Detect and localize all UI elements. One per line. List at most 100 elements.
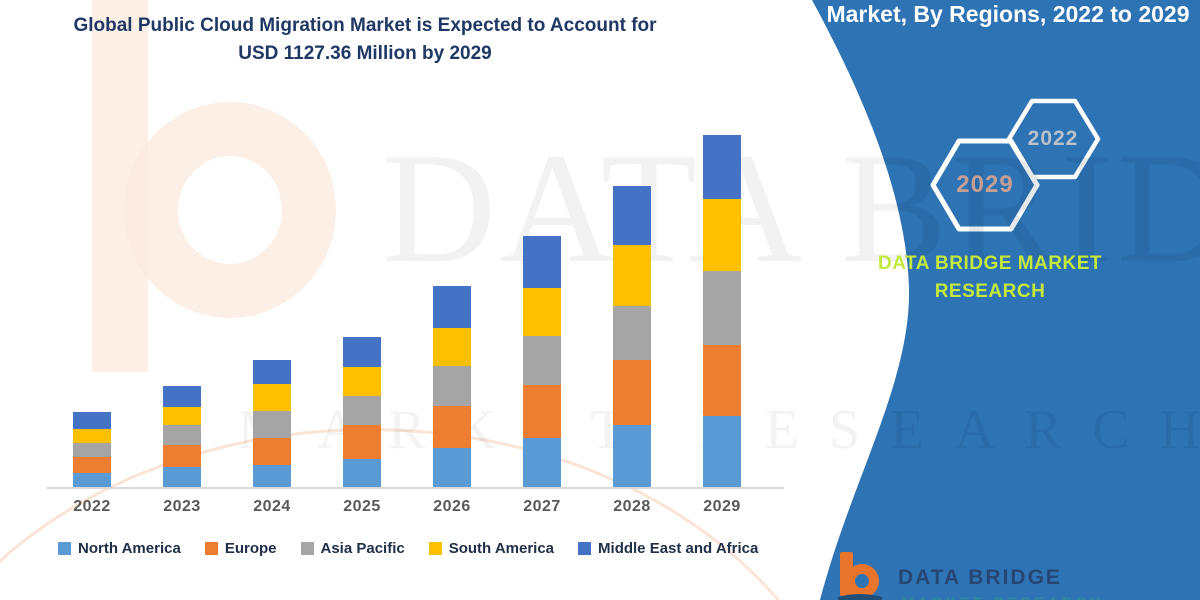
x-axis-line: [47, 487, 784, 489]
legend-label: South America: [448, 540, 555, 557]
bar-slot-2026: [407, 130, 497, 487]
bar-segment-europe: [613, 359, 651, 425]
bar-stack-2022: [73, 412, 111, 487]
legend-item-europe: Europe: [204, 540, 277, 557]
bar-segment-middle-east-and-africa: [73, 412, 111, 429]
bar-stack-2028: [613, 185, 651, 487]
legend-swatch-icon: [58, 542, 71, 555]
legend-label: Europe: [224, 540, 277, 557]
bar-segment-europe: [343, 424, 381, 460]
bar-segment-south-america: [523, 287, 561, 337]
bar-segment-south-america: [253, 384, 291, 412]
legend-label: North America: [78, 540, 181, 557]
bar-segment-middle-east-and-africa: [343, 336, 381, 367]
bar-slot-2023: [137, 130, 227, 487]
legend-label: Asia Pacific: [320, 540, 405, 557]
bar-segment-asia-pacific: [433, 365, 471, 406]
bar-segment-asia-pacific: [703, 270, 741, 345]
bar-segment-europe: [253, 438, 291, 465]
bar-segment-middle-east-and-africa: [523, 235, 561, 288]
bar-segment-asia-pacific: [613, 305, 651, 360]
hexagon-2029: [930, 138, 1040, 232]
blue-panel-content: DATA BRIDGE MARKET RESEARCH Global Publi…: [780, 0, 1200, 600]
plot-area: [47, 130, 780, 487]
chart-title: Global Public Cloud Migration Market is …: [25, 12, 705, 68]
bar-segment-asia-pacific: [523, 336, 561, 386]
panel-header-line2: Market, By Regions, 2022 to 2029: [826, 1, 1190, 27]
bar-segment-middle-east-and-africa: [163, 386, 201, 407]
bar-segment-north-america: [433, 447, 471, 487]
bar-segment-north-america: [253, 464, 291, 487]
bar-segment-europe: [703, 344, 741, 417]
chart-title-line1: Global Public Cloud Migration Market is …: [73, 15, 657, 36]
chart-title-line2: USD 1127.36 Million by 2029: [238, 43, 492, 64]
bar-segment-south-america: [73, 428, 111, 443]
bar-segment-asia-pacific: [253, 411, 291, 439]
bar-stack-2023: [163, 386, 201, 487]
footer-logo: DATA BRIDGE MARKET RESEARCH: [836, 552, 1176, 600]
legend-swatch-icon: [204, 542, 218, 555]
bar-segment-north-america: [703, 416, 741, 487]
x-tick-label-2023: 2023: [163, 498, 201, 515]
bar-stack-2029: [703, 135, 741, 487]
bar-segment-north-america: [163, 467, 201, 487]
legend-item-asia-pacific: Asia Pacific: [300, 540, 405, 557]
hexagon-year-2022: 2022: [1027, 127, 1079, 150]
bar-segment-north-america: [613, 424, 651, 487]
legend-item-north-america: North America: [58, 540, 181, 557]
bar-segment-middle-east-and-africa: [253, 359, 291, 384]
x-tick-label-2027: 2027: [523, 498, 561, 515]
footer-logo-b-icon: [838, 552, 882, 600]
panel-header: Global Public Cloud Migration Market, By…: [816, 0, 1200, 30]
bar-segment-south-america: [613, 244, 651, 306]
bar-segment-middle-east-and-africa: [613, 185, 651, 245]
bar-segment-asia-pacific: [343, 396, 381, 425]
hexagon-year-2029: 2029: [956, 171, 1014, 198]
x-tick-label-2028: 2028: [613, 498, 651, 515]
bar-segment-north-america: [523, 437, 561, 487]
legend-item-south-america: South America: [428, 540, 555, 557]
footer-logo-subtext: MARKET RESEARCH: [902, 594, 1104, 600]
bar-segment-middle-east-and-africa: [433, 285, 471, 328]
x-tick-label-2025: 2025: [343, 498, 381, 515]
bar-segment-south-america: [433, 327, 471, 366]
x-tick-label-2029: 2029: [703, 498, 741, 515]
bar-segment-middle-east-and-africa: [703, 135, 741, 200]
x-tick-label-2022: 2022: [73, 498, 111, 515]
brand-name-text: DATA BRIDGE MARKET RESEARCH: [878, 253, 1102, 302]
bar-segment-europe: [523, 385, 561, 438]
bar-segment-europe: [73, 457, 111, 473]
legend-label: Middle East and Africa: [598, 540, 759, 557]
bar-stack-2025: [343, 336, 381, 487]
bar-segment-south-america: [703, 199, 741, 271]
bar-segment-south-america: [163, 406, 201, 426]
bar-segment-asia-pacific: [73, 442, 111, 458]
bar-stack-2024: [253, 359, 291, 487]
bar-segment-south-america: [343, 366, 381, 397]
bar-segment-asia-pacific: [163, 425, 201, 446]
hexagon-outlines: [930, 98, 1101, 232]
hexagon-2022: [1006, 98, 1101, 180]
bar-segment-north-america: [343, 459, 381, 487]
bar-stack-2027: [523, 235, 561, 487]
bar-stack-2026: [433, 285, 471, 487]
bar-slot-2025: [317, 130, 407, 487]
bar-slot-2024: [227, 130, 317, 487]
bar-slot-2027: [497, 130, 587, 487]
footer-logo-text: DATA BRIDGE: [898, 566, 1062, 589]
bar-slot-2022: [47, 130, 137, 487]
bar-series-container: [47, 130, 780, 487]
legend-swatch-icon: [578, 542, 592, 555]
panel-watermark-row2: MARKET RESEARCH: [780, 399, 1160, 461]
bar-segment-north-america: [73, 472, 111, 487]
bar-slot-2029: [677, 130, 767, 487]
legend-swatch-icon: [428, 542, 442, 555]
bar-slot-2028: [587, 130, 677, 487]
x-axis-labels: 2022 2023 2024 2025 2026 2027 2028 2029: [47, 498, 780, 516]
bar-segment-europe: [433, 405, 471, 448]
chart-legend: North America Europe Asia Pacific South Ame…: [58, 540, 758, 557]
legend-swatch-icon: [300, 542, 314, 555]
blue-panel-background: [812, 0, 1200, 600]
x-tick-label-2026: 2026: [433, 498, 471, 515]
